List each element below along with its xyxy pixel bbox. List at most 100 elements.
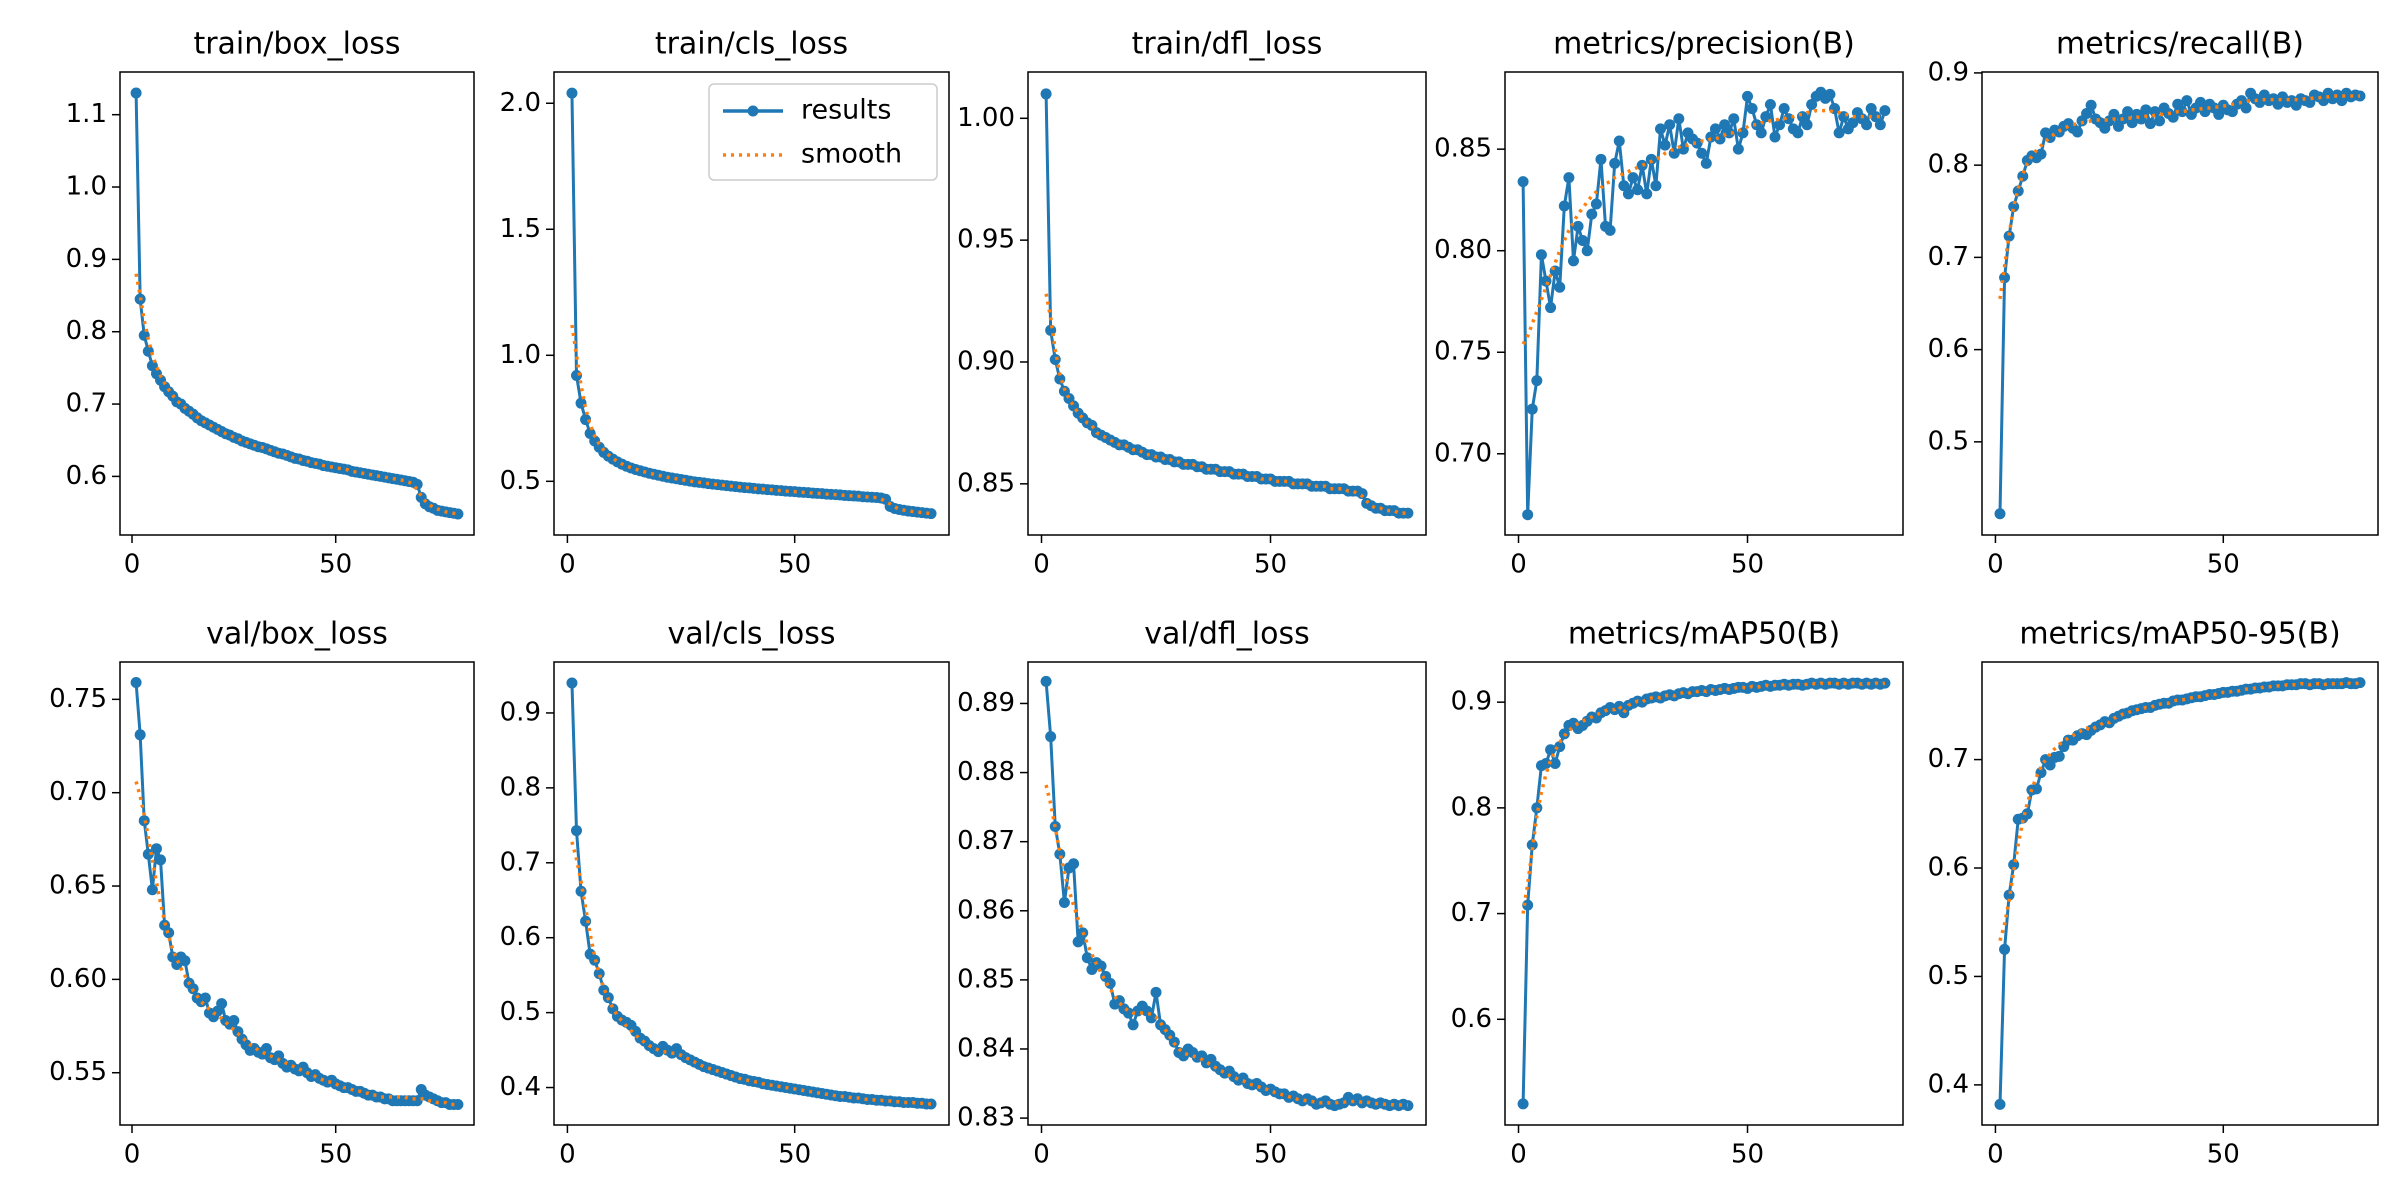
x-tick-label: 0 bbox=[1033, 1140, 1050, 1170]
data-point bbox=[1650, 180, 1662, 192]
subplot: metrics/recall(B) 0 50 0.5 0.6 0.7 0.8 0.9 bbox=[1928, 27, 2379, 580]
x-tick-label: 50 bbox=[1731, 1140, 1764, 1170]
subplot: metrics/mAP50-95(B) 0 50 0.4 0.5 0.6 0.7 bbox=[1928, 617, 2379, 1170]
data-point bbox=[566, 677, 578, 689]
y-tick-label: 0.55 bbox=[49, 1057, 107, 1087]
axes-frame bbox=[1027, 661, 1427, 1126]
subplot: metrics/precision(B) 0 50 0.70 0.75 0.80 0.85 bbox=[1434, 27, 1904, 580]
y-tick-label: 0.5 bbox=[500, 466, 541, 496]
y-tick-label: 0.70 bbox=[1434, 438, 1492, 468]
y-tick-label: 0.90 bbox=[957, 346, 1015, 376]
data-point bbox=[1150, 986, 1162, 998]
data-point bbox=[1068, 858, 1080, 870]
y-tick-label: 0.4 bbox=[500, 1072, 541, 1102]
data-point bbox=[2122, 106, 2134, 118]
data-point bbox=[1549, 757, 1561, 769]
subplot-title: val/box_loss bbox=[206, 617, 388, 652]
axes-frame bbox=[1981, 661, 2379, 1126]
data-point bbox=[1847, 117, 1859, 129]
subplot-title: val/dfl_loss bbox=[1144, 617, 1309, 652]
x-tick-label: 0 bbox=[1510, 550, 1527, 580]
data-point bbox=[2081, 108, 2093, 120]
subplot-title: val/cls_loss bbox=[668, 617, 836, 652]
y-tick-label: 0.7 bbox=[1451, 898, 1492, 928]
data-point bbox=[1760, 111, 1772, 123]
y-tick-label: 0.7 bbox=[1928, 242, 1969, 272]
data-point bbox=[1563, 172, 1575, 184]
data-point bbox=[2008, 201, 2020, 213]
data-point bbox=[1618, 180, 1630, 192]
data-point bbox=[1870, 111, 1882, 123]
data-point bbox=[142, 848, 154, 860]
series-line bbox=[1521, 108, 1885, 345]
data-point bbox=[1595, 153, 1607, 165]
data-point bbox=[1517, 176, 1529, 188]
subplot: val/cls_loss 0 50 0.4 0.5 0.6 0.7 0.8 0.9 bbox=[500, 617, 950, 1170]
data-point bbox=[452, 508, 464, 520]
y-tick-label: 0.85 bbox=[1434, 134, 1492, 164]
data-point bbox=[1742, 90, 1754, 102]
data-point bbox=[2153, 115, 2165, 127]
axes-frame bbox=[1504, 661, 1904, 1126]
data-point bbox=[452, 1098, 464, 1110]
y-tick-label: 0.5 bbox=[1928, 426, 1969, 456]
y-tick-label: 0.5 bbox=[500, 997, 541, 1027]
y-tick-label: 0.80 bbox=[1434, 235, 1492, 265]
y-tick-label: 0.8 bbox=[1928, 150, 1969, 180]
data-point bbox=[1577, 235, 1589, 247]
data-point bbox=[580, 915, 592, 927]
y-tick-label: 0.8 bbox=[66, 316, 107, 346]
y-tick-label: 0.6 bbox=[500, 922, 541, 952]
data-point bbox=[2240, 102, 2252, 114]
data-point bbox=[1654, 123, 1666, 135]
data-point bbox=[1879, 105, 1891, 117]
data-point bbox=[2176, 106, 2188, 118]
y-tick-label: 0.8 bbox=[500, 772, 541, 802]
y-tick-label: 0.4 bbox=[1928, 1069, 1969, 1099]
data-point bbox=[1696, 147, 1708, 159]
data-point bbox=[2144, 118, 2156, 130]
data-point bbox=[2003, 230, 2015, 242]
data-point bbox=[1402, 507, 1414, 519]
y-tick-label: 0.7 bbox=[500, 847, 541, 877]
data-point bbox=[1719, 119, 1731, 131]
x-tick-label: 50 bbox=[1731, 550, 1764, 580]
data-point bbox=[150, 843, 162, 855]
y-tick-label: 0.7 bbox=[66, 389, 107, 419]
data-point bbox=[1517, 1098, 1529, 1110]
y-tick-label: 0.60 bbox=[49, 964, 107, 994]
data-point bbox=[1545, 302, 1557, 314]
subplot: val/dfl_loss 0 50 0.83 0.84 0.85 0.86 0.87 0.88 0… bbox=[957, 617, 1427, 1170]
data-point bbox=[134, 729, 146, 741]
data-point bbox=[179, 955, 191, 967]
y-tick-label: 0.75 bbox=[1434, 337, 1492, 367]
x-tick-label: 0 bbox=[124, 1140, 141, 1170]
data-point bbox=[1705, 131, 1717, 143]
y-tick-label: 0.5 bbox=[1928, 961, 1969, 991]
data-point bbox=[1728, 113, 1740, 125]
data-point bbox=[2126, 117, 2138, 129]
data-point bbox=[1356, 488, 1368, 500]
data-point bbox=[1558, 200, 1570, 212]
subplot-title: metrics/precision(B) bbox=[1553, 27, 1855, 62]
x-tick-label: 50 bbox=[2207, 550, 2240, 580]
data-point bbox=[1058, 896, 1070, 908]
data-point bbox=[1609, 157, 1621, 169]
y-tick-label: 0.83 bbox=[957, 1103, 1015, 1133]
data-point bbox=[1746, 103, 1758, 115]
data-point bbox=[1641, 188, 1653, 200]
data-point bbox=[1632, 184, 1644, 196]
y-tick-label: 0.6 bbox=[1928, 853, 1969, 883]
data-point bbox=[1691, 137, 1703, 149]
y-tick-label: 2.0 bbox=[500, 88, 541, 118]
x-tick-label: 50 bbox=[1254, 550, 1287, 580]
x-tick-label: 50 bbox=[1254, 1140, 1287, 1170]
y-tick-label: 0.6 bbox=[1451, 1004, 1492, 1034]
data-point bbox=[1806, 98, 1818, 110]
axes-frame bbox=[553, 71, 950, 536]
data-point bbox=[1545, 744, 1557, 756]
data-point bbox=[566, 87, 578, 99]
data-point bbox=[925, 508, 937, 520]
data-point bbox=[1049, 354, 1061, 366]
